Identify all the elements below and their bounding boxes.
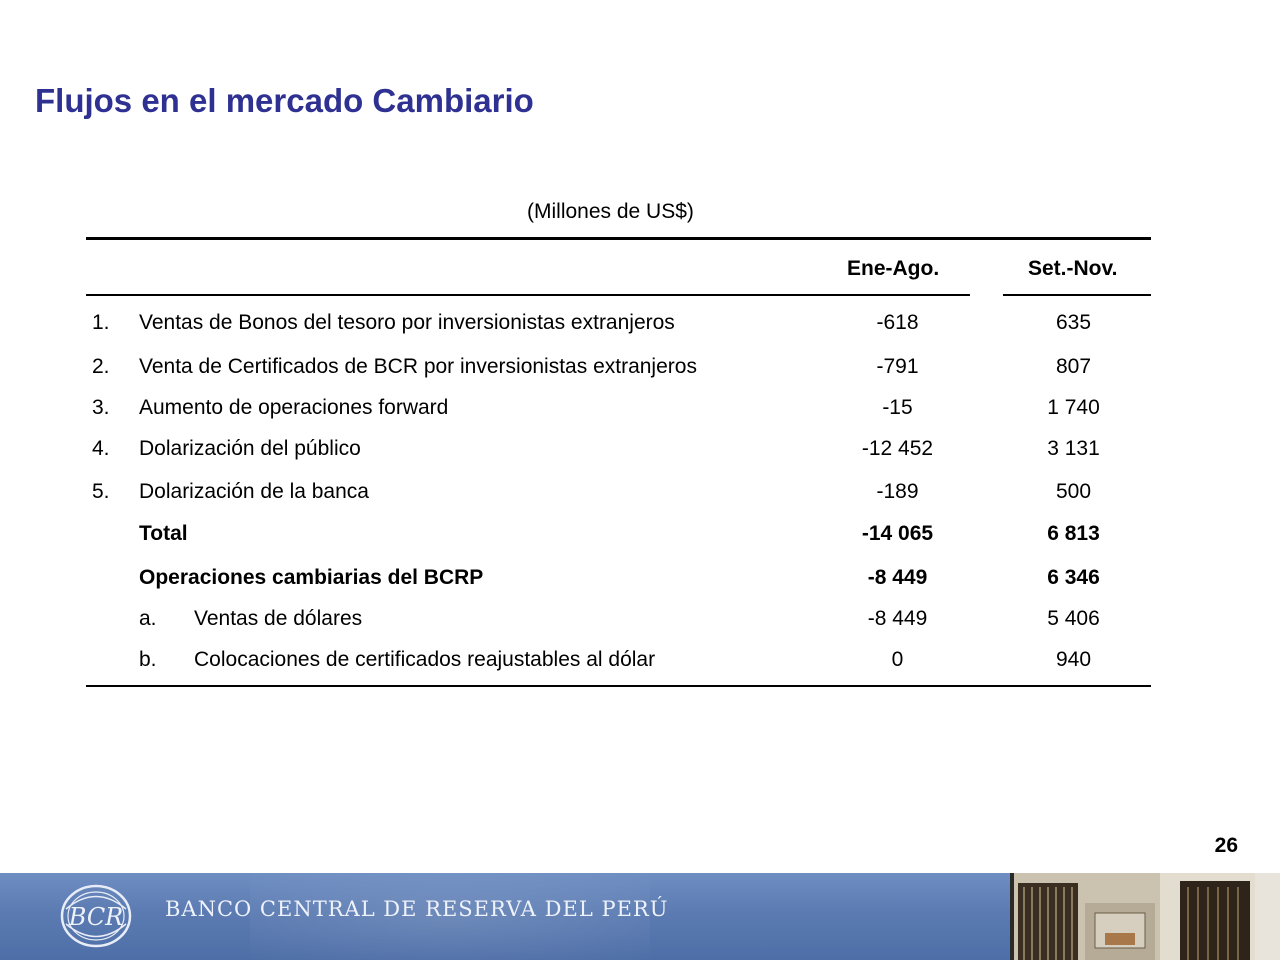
table-row: 1. Ventas de Bonos del tesoro por invers…: [0, 311, 1280, 341]
value-set-nov: 940: [1055, 648, 1092, 671]
total-ene-ago: -14 065: [861, 522, 934, 545]
row-label: Dolarización de la banca: [139, 480, 369, 503]
value-set-nov: 807: [1055, 355, 1092, 378]
svg-text:BCR: BCR: [68, 903, 124, 931]
total-label: Total: [139, 522, 188, 545]
sub-row-letter: b.: [139, 648, 157, 671]
row-number: 2.: [92, 355, 110, 378]
table-bottom-rule: [86, 685, 1151, 687]
table-row: 2. Venta de Certificados de BCR por inve…: [0, 355, 1280, 385]
bcrp-operations-label: Operaciones cambiarias del BCRP: [139, 566, 484, 589]
value-set-nov: 5 406: [1047, 607, 1100, 630]
building-photo: [1010, 873, 1280, 960]
units-label: (Millones de US$): [527, 200, 694, 223]
bank-name: BANCO CENTRAL DE RESERVA DEL PERÚ: [165, 897, 669, 921]
value-set-nov: 3 131: [1047, 437, 1100, 460]
row-label: Aumento de operaciones forward: [139, 396, 449, 419]
bcr-logo: BCR: [60, 884, 132, 948]
row-number: 4.: [92, 437, 110, 460]
bcrp-set-nov: 6 346: [1047, 566, 1100, 589]
sub-row-label: Ventas de dólares: [194, 607, 363, 630]
total-set-nov: 6 813: [1047, 522, 1100, 545]
row-label: Venta de Certificados de BCR por inversi…: [139, 355, 697, 378]
value-ene-ago: -8 449: [867, 607, 928, 630]
value-ene-ago: 0: [891, 648, 904, 671]
table-row: 3. Aumento de operaciones forward -15 1 …: [0, 396, 1280, 426]
row-label: Dolarización del público: [139, 437, 361, 460]
value-set-nov: 500: [1055, 480, 1092, 503]
sub-row: b. Colocaciones de certificados reajusta…: [0, 648, 1280, 678]
row-label: Ventas de Bonos del tesoro por inversion…: [139, 311, 675, 334]
header-underline-left: [86, 294, 970, 296]
value-ene-ago: -12 452: [861, 437, 934, 460]
table-row: 5. Dolarización de la banca -189 500: [0, 480, 1280, 510]
slide-title: Flujos en el mercado Cambiario: [35, 82, 534, 119]
bank-interior-image: [1010, 873, 1280, 960]
sub-row-label: Colocaciones de certificados reajustable…: [194, 648, 656, 671]
value-ene-ago: -15: [882, 396, 913, 419]
value-ene-ago: -189: [876, 480, 919, 503]
header-underline-right: [1003, 294, 1151, 296]
bcrp-operations-row: Operaciones cambiarias del BCRP -8 449 6…: [0, 566, 1280, 596]
row-number: 1.: [92, 311, 110, 334]
value-ene-ago: -618: [876, 311, 919, 334]
row-number: 3.: [92, 396, 110, 419]
value-set-nov: 1 740: [1047, 396, 1100, 419]
row-number: 5.: [92, 480, 110, 503]
sub-row-letter: a.: [139, 607, 157, 630]
value-ene-ago: -791: [876, 355, 919, 378]
column-header-ene-ago: Ene-Ago.: [847, 257, 940, 280]
total-row: Total -14 065 6 813: [0, 522, 1280, 552]
footer-banner: BCR BANCO CENTRAL DE RESERVA DEL PERÚ: [0, 873, 1280, 960]
column-header-set-nov: Set.-Nov.: [1028, 257, 1118, 280]
table-top-rule: [86, 237, 1151, 240]
table-row: 4. Dolarización del público -12 452 3 13…: [0, 437, 1280, 467]
sub-row: a. Ventas de dólares -8 449 5 406: [0, 607, 1280, 637]
page-number: 26: [1214, 834, 1238, 857]
value-set-nov: 635: [1055, 311, 1092, 334]
bcrp-ene-ago: -8 449: [867, 566, 928, 589]
